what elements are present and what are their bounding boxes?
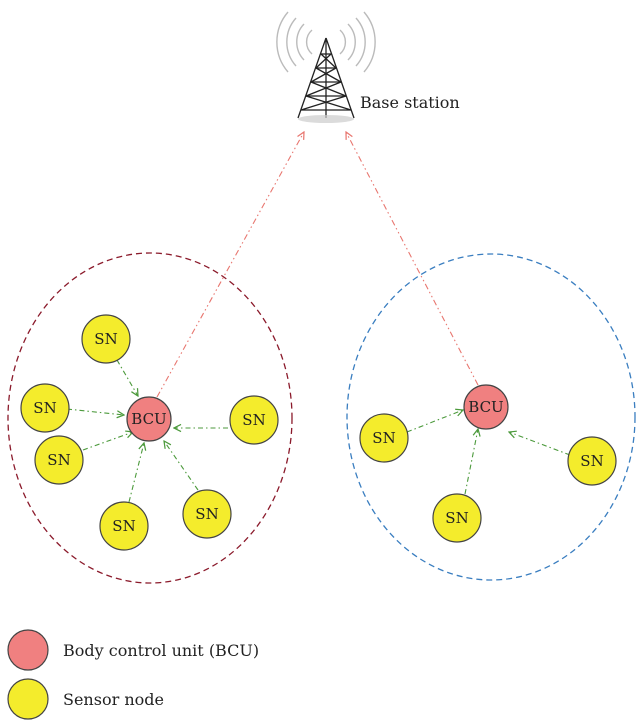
legend-item-bcu: Body control unit (BCU) (7, 629, 259, 671)
sensor-link (406, 410, 463, 433)
uplink-arrow-left (156, 132, 304, 398)
tower-icon (297, 37, 355, 119)
svg-text:BCU: BCU (468, 398, 503, 416)
sensor-node: SN (359, 413, 409, 463)
base-station: Base station (276, 11, 460, 123)
sensor-node: SN (81, 314, 131, 364)
svg-text:SN: SN (372, 429, 395, 447)
signal-waves-icon (276, 11, 376, 73)
legend-bcu-swatch (7, 629, 49, 671)
sensor-link (464, 429, 478, 495)
cluster-left-nodes: SN SN SN SN SN SN BCU (20, 314, 279, 551)
sensor-node: SN (20, 383, 70, 433)
legend-sn-label: Sensor node (63, 690, 164, 709)
legend-sn-swatch (7, 678, 49, 720)
svg-text:BCU: BCU (131, 410, 166, 428)
sensor-link (66, 408, 124, 415)
sensor-node: SN (182, 489, 232, 539)
sensor-node: SN (432, 493, 482, 543)
svg-text:SN: SN (195, 505, 218, 523)
base-station-label: Base station (360, 93, 460, 112)
sensor-link (164, 441, 199, 491)
legend-item-sn: Sensor node (7, 678, 164, 720)
sensor-link (509, 432, 571, 456)
cluster-left-boundary (7, 252, 293, 584)
sensor-node: SN (99, 501, 149, 551)
svg-text:SN: SN (445, 509, 468, 527)
svg-text:SN: SN (33, 399, 56, 417)
sensor-link (116, 359, 138, 396)
bcu-node: BCU (126, 396, 172, 442)
svg-text:SN: SN (47, 451, 70, 469)
svg-text:SN: SN (242, 411, 265, 429)
legend-bcu-label: Body control unit (BCU) (63, 641, 259, 660)
sensor-links-left (66, 359, 228, 503)
sensor-node: SN (229, 395, 279, 445)
svg-text:SN: SN (112, 517, 135, 535)
svg-text:SN: SN (580, 452, 603, 470)
sensor-node: SN (567, 436, 617, 486)
sensor-link (128, 443, 144, 503)
bcu-node: BCU (463, 384, 509, 430)
cluster-right-nodes: SN SN SN BCU (359, 384, 617, 543)
sensor-link (82, 432, 133, 451)
svg-text:SN: SN (94, 330, 117, 348)
cluster-right-boundary (346, 253, 636, 581)
sensor-node: SN (34, 435, 84, 485)
uplink-arrow-right (346, 132, 479, 386)
legend: Body control unit (BCU) Sensor node (7, 629, 259, 720)
tower-base-shadow (298, 115, 354, 123)
sensor-links-right (406, 410, 571, 495)
